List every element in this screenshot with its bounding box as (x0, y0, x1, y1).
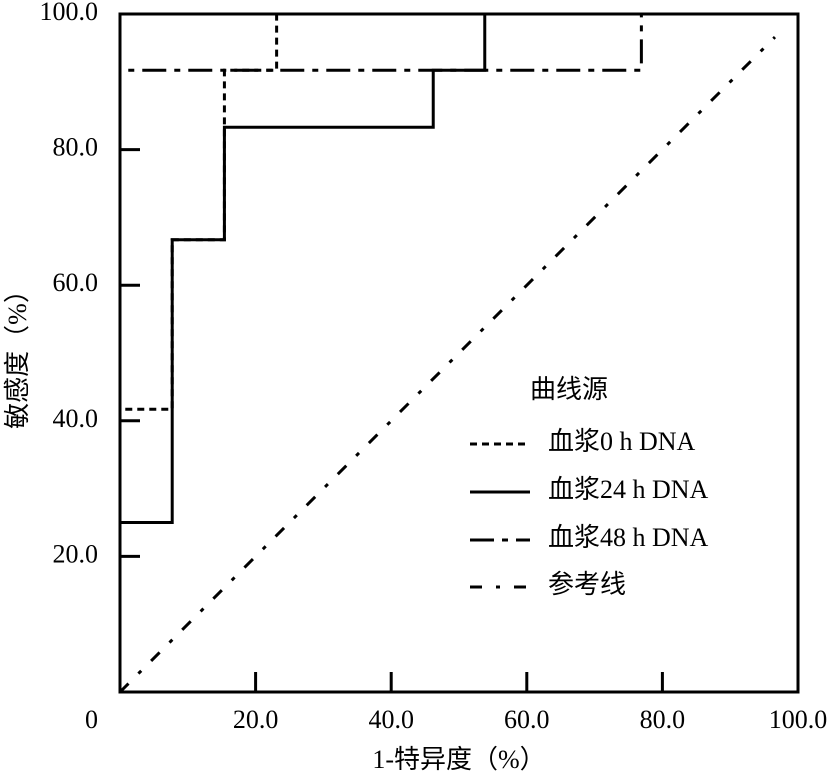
series-line (118, 35, 777, 694)
y-tick-label: 100.0 (40, 0, 99, 26)
legend-label: 血浆0 h DNA (548, 427, 696, 456)
y-axis-label: 敏感度（%） (3, 277, 32, 429)
legend-label: 血浆24 h DNA (548, 475, 709, 504)
series-line (118, 12, 798, 692)
y-tick-label: 60.0 (53, 268, 99, 297)
x-tick-label: 0 (85, 705, 98, 734)
legend-label: 血浆48 h DNA (548, 523, 709, 552)
x-tick-label: 60.0 (504, 705, 550, 734)
x-tick-label: 100.0 (769, 705, 828, 734)
legend-label: 参考线 (548, 570, 626, 599)
y-tick-label: 80.0 (53, 133, 99, 162)
legend-title: 曲线源 (530, 375, 608, 404)
x-tick-label: 40.0 (368, 705, 414, 734)
x-tick-label: 20.0 (233, 705, 279, 734)
series-line (118, 12, 798, 692)
x-tick-label: 80.0 (640, 705, 686, 734)
y-tick-label: 40.0 (53, 404, 99, 433)
y-tick-label: 20.0 (53, 539, 99, 568)
x-axis-label: 1-特异度（%） (372, 745, 545, 774)
